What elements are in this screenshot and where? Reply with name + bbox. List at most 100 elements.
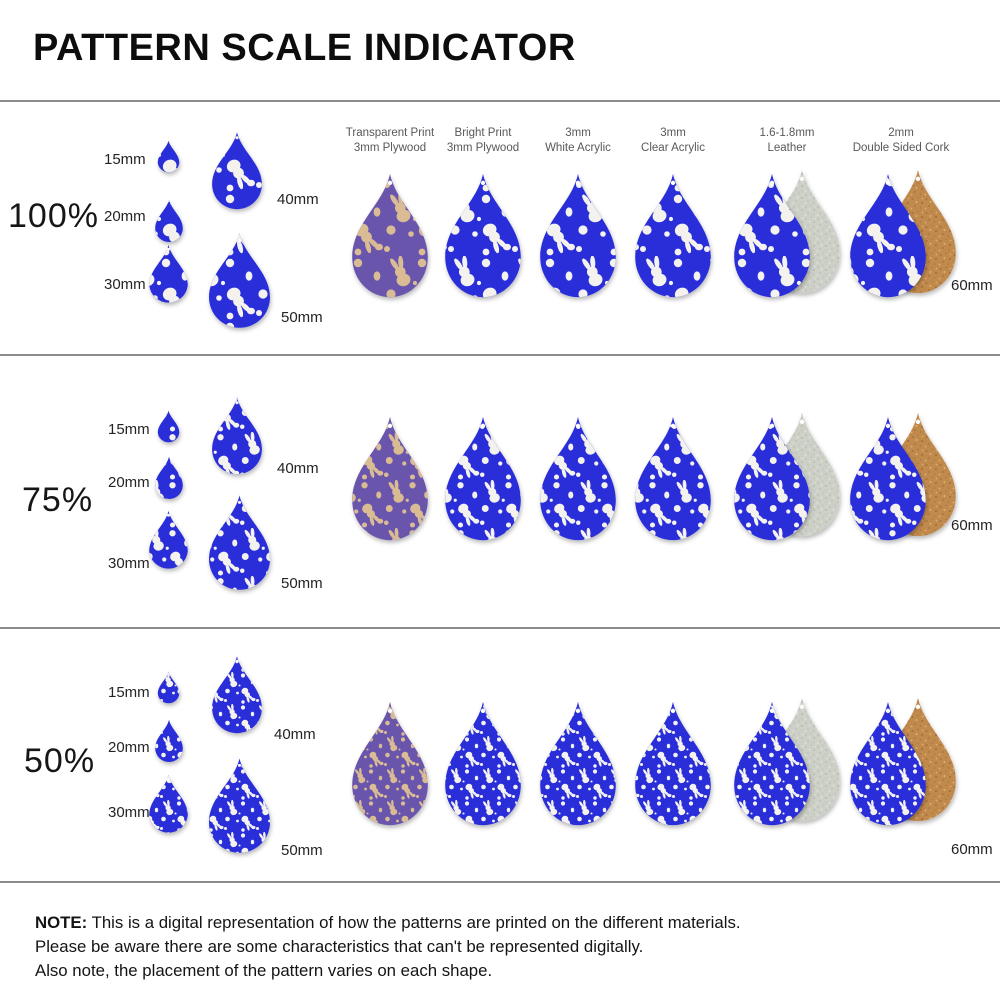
size-label-15mm: 15mm [108, 684, 150, 701]
hang-hole [480, 708, 486, 714]
hang-hole [575, 708, 581, 714]
teardrop-60mm-clear-acrylic [635, 416, 711, 541]
teardrop-60mm-transparent-plywood [352, 416, 428, 541]
teardrop-30mm [149, 510, 188, 569]
hang-hole [238, 238, 241, 242]
teardrop-60mm-clear-acrylic [635, 173, 711, 298]
hang-hole [235, 401, 239, 405]
note-line-1: NOTE: This is a digital representation o… [35, 913, 741, 932]
hang-hole [670, 708, 676, 714]
size-label-50mm: 50mm [281, 575, 323, 592]
separator [0, 354, 1000, 356]
material-header-bright-plywood: Bright Print 3mm Plywood [446, 127, 520, 155]
size-label-40mm: 40mm [277, 191, 319, 208]
hang-hole [885, 423, 891, 429]
teardrop-20mm [155, 719, 183, 762]
hang-hole [167, 247, 170, 251]
material-header-cork: 2mm Double Sided Cork [852, 127, 950, 155]
size-label-30mm: 30mm [108, 804, 150, 821]
hang-hole [238, 763, 241, 767]
note-line-2: Please be aware there are some character… [35, 936, 644, 956]
size-label-20mm: 20mm [108, 739, 150, 756]
scale-percent-50: 50% [24, 742, 96, 780]
teardrop-60mm-white-acrylic [540, 173, 616, 298]
hang-hole [670, 180, 676, 186]
hang-hole [915, 419, 921, 425]
teardrop-60mm-cork [850, 173, 926, 298]
teardrop-20mm [155, 456, 183, 499]
note-line-3: Also note, the placement of the pattern … [35, 960, 493, 980]
teardrop-60mm-cork [850, 416, 926, 541]
hang-hole [885, 708, 891, 714]
hang-hole [769, 423, 775, 429]
material-header-transparent-plywood: Transparent Print 3mm Plywood [345, 127, 435, 155]
hang-hole [885, 180, 891, 186]
size-label-50mm: 50mm [281, 309, 323, 326]
size-label-30mm: 30mm [104, 276, 146, 293]
hang-hole [670, 423, 676, 429]
size-label-15mm: 15mm [108, 421, 150, 438]
separator [0, 100, 1000, 102]
teardrop-40mm [212, 397, 262, 475]
teardrop-15mm [157, 671, 180, 704]
teardrop-60mm-bright-plywood [445, 701, 521, 826]
teardrop-60mm-bright-plywood [445, 416, 521, 541]
material-header-white-acrylic: 3mm White Acrylic [545, 127, 611, 155]
hang-hole [387, 423, 393, 429]
teardrop-60mm-white-acrylic [540, 701, 616, 826]
teardrop-50mm [209, 758, 270, 853]
teardrop-60mm-leather [734, 416, 810, 541]
teardrop-15mm [157, 410, 180, 443]
hang-hole [799, 176, 805, 182]
teardrop-30mm [149, 774, 188, 833]
size-label-30mm: 30mm [108, 555, 150, 572]
hang-hole [769, 708, 775, 714]
teardrop-40mm [212, 656, 262, 734]
note-label: NOTE: [35, 913, 88, 932]
size-label-40mm: 40mm [277, 460, 319, 477]
hang-hole [167, 513, 170, 517]
hang-hole [769, 180, 775, 186]
scale-percent-75: 75% [22, 481, 94, 519]
size-label-60mm: 60mm [951, 841, 993, 858]
size-label-50mm: 50mm [281, 842, 323, 859]
hang-hole [915, 176, 921, 182]
teardrop-60mm-leather [734, 173, 810, 298]
size-label-60mm: 60mm [951, 517, 993, 534]
teardrop-20mm [155, 199, 183, 243]
teardrop-50mm [209, 495, 270, 590]
teardrop-60mm-bright-plywood [445, 173, 521, 298]
hang-hole [915, 704, 921, 710]
note-text: NOTE: This is a digital representation o… [35, 911, 815, 983]
size-label-20mm: 20mm [104, 208, 146, 225]
page-title: PATTERN SCALE INDICATOR [33, 27, 576, 69]
teardrop-60mm-clear-acrylic [635, 701, 711, 826]
teardrop-15mm [157, 140, 180, 173]
teardrop-40mm [212, 132, 262, 210]
separator [0, 881, 1000, 883]
hang-hole [387, 708, 393, 714]
teardrop-60mm-transparent-plywood [352, 173, 428, 298]
teardrop-60mm-cork [850, 701, 926, 826]
teardrop-30mm [149, 244, 188, 303]
hang-hole [480, 423, 486, 429]
teardrop-50mm [209, 233, 270, 328]
size-label-60mm: 60mm [951, 277, 993, 294]
hang-hole [799, 419, 805, 425]
hang-hole [575, 423, 581, 429]
hang-hole [235, 660, 239, 664]
material-header-leather: 1.6-1.8mm Leather [759, 127, 815, 155]
teardrop-60mm-transparent-plywood [352, 701, 428, 826]
teardrop-60mm-leather [734, 701, 810, 826]
hang-hole [235, 136, 239, 140]
separator [0, 627, 1000, 629]
hang-hole [480, 180, 486, 186]
hang-hole [167, 777, 170, 781]
hang-hole [238, 500, 241, 504]
size-label-20mm: 20mm [108, 474, 150, 491]
material-header-clear-acrylic: 3mm Clear Acrylic [641, 127, 705, 155]
size-label-40mm: 40mm [274, 726, 316, 743]
hang-hole [575, 180, 581, 186]
size-label-15mm: 15mm [104, 151, 146, 168]
